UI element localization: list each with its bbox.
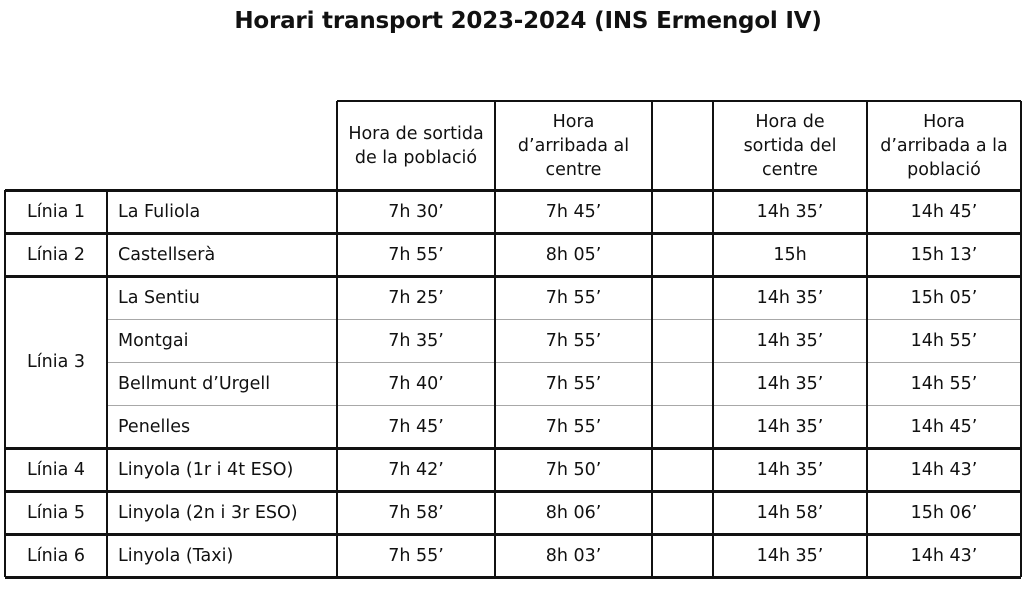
cell-departure-school: 14h 35’ [756,330,824,351]
table-rule [5,576,1021,579]
cell-arrival-town: 14h 55’ [910,330,978,351]
cell-arrival-town: 14h 43’ [910,545,978,566]
cell-departure-town: 7h 42’ [388,459,444,480]
cell-town: Castellserà [118,244,216,265]
table-rule [494,190,496,577]
cell-arrival-town: 14h 43’ [910,459,978,480]
cell-town: Penelles [118,416,191,437]
cell-departure-school: 14h 35’ [756,459,824,480]
cell-departure-school: 14h 35’ [756,416,824,437]
table-rule [336,101,338,190]
table-rule [1020,190,1022,577]
table-rule [336,190,338,577]
cell-departure-school: 14h 58’ [756,502,824,523]
cell-arrival-town: 14h 45’ [910,416,978,437]
cell-town: Bellmunt d’Urgell [118,373,271,394]
cell-departure-school: 14h 35’ [756,201,824,222]
cell-arrival-school: 7h 55’ [545,287,602,308]
table-rule [5,232,1021,235]
table-rule [5,490,1021,493]
cell-town: La Fuliola [118,201,201,222]
cell-arrival-school: 7h 55’ [545,373,602,394]
cell-line: Línia 4 [27,459,85,480]
table-rule [337,100,1021,102]
table-rule [5,533,1021,536]
table-rule [651,101,653,190]
cell-departure-town: 7h 55’ [388,244,444,265]
cell-arrival-school: 8h 03’ [545,545,602,566]
cell-line: Línia 2 [27,244,85,265]
cell-departure-town: 7h 55’ [388,545,444,566]
cell-town: Linyola (1r i 4t ESO) [118,459,294,480]
header-arrival-school: Hora d’arribada al centre [517,111,630,180]
table-rule [1020,101,1022,190]
cell-arrival-town: 15h 06’ [910,502,978,523]
cell-town: Linyola (Taxi) [118,545,234,566]
cell-departure-town: 7h 25’ [388,287,444,308]
cell-arrival-town: 15h 13’ [910,244,978,265]
table-rule [106,190,108,577]
cell-line: Línia 5 [27,502,85,523]
cell-arrival-school: 7h 55’ [545,330,602,351]
cell-arrival-school: 7h 45’ [545,201,602,222]
cell-line: Línia 6 [27,545,85,566]
table-rule [5,447,1021,450]
cell-arrival-town: 14h 45’ [910,201,978,222]
cell-departure-school: 14h 35’ [756,373,824,394]
table-rule [107,405,1021,406]
cell-town: Linyola (2n i 3r ESO) [118,502,298,523]
table-rule [5,189,1021,192]
table-rule [4,190,6,577]
cell-arrival-school: 8h 06’ [545,502,602,523]
cell-arrival-town: 14h 55’ [910,373,978,394]
table-rule [494,101,496,190]
table-rule [107,362,1021,363]
cell-departure-town: 7h 35’ [388,330,444,351]
cell-departure-school: 14h 35’ [756,287,824,308]
cell-arrival-school: 7h 50’ [545,459,602,480]
table-rule [5,275,1021,278]
cell-departure-town: 7h 45’ [388,416,444,437]
table-rule [651,190,653,577]
page-title: Horari transport 2023-2024 (INS Ermengol… [234,8,822,34]
cell-line: Línia 1 [27,201,85,222]
cell-departure-town: 7h 58’ [388,502,444,523]
table-rule [866,190,868,577]
cell-line: Línia 3 [27,352,85,372]
cell-town: La Sentiu [118,287,200,308]
cell-arrival-school: 7h 55’ [545,416,602,437]
header-departure-town: Hora de sortida de la població [348,123,484,168]
cell-town: Montgai [118,330,189,351]
cell-arrival-school: 8h 05’ [545,244,602,265]
table-rule [866,101,868,190]
table-rule [712,190,714,577]
header-arrival-town: Hora d’arribada a la població [880,111,1008,180]
cell-departure-school: 15h [773,244,807,265]
cell-departure-town: 7h 30’ [388,201,444,222]
table-rule [107,319,1021,320]
header-departure-school: Hora de sortida del centre [743,111,837,180]
header-spacer [652,101,713,190]
cell-departure-town: 7h 40’ [388,373,444,394]
cell-arrival-town: 15h 05’ [910,287,978,308]
cell-departure-school: 14h 35’ [756,545,824,566]
table-rule [712,101,714,190]
